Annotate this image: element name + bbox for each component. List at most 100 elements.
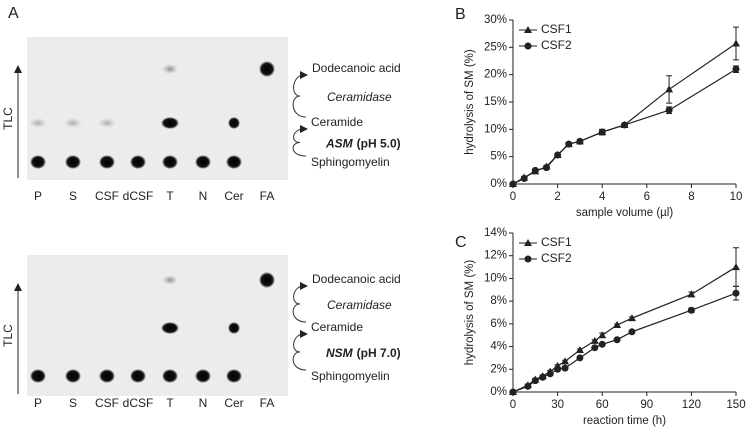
enzyme-label: ASM (pH 5.0): [325, 137, 401, 151]
data-point: [575, 345, 584, 353]
data-point: [524, 382, 532, 390]
axis-label: TLC: [1, 107, 15, 130]
spot: [65, 155, 81, 169]
data-point: [591, 344, 599, 352]
data-point: [732, 263, 740, 271]
data-point: [628, 328, 636, 336]
spot: [161, 322, 179, 334]
data-point: [509, 388, 517, 396]
y-axis-label: hydrolysis of SM (%): [464, 260, 476, 366]
y-tick-label: 20%: [484, 69, 507, 81]
y-tick-label: 10%: [484, 123, 507, 135]
spot: [99, 369, 115, 383]
spot: [259, 61, 275, 77]
lane-label: dCSF: [123, 396, 154, 410]
x-tick-label: 8: [688, 191, 694, 203]
spot: [259, 272, 275, 288]
x-tick-label: 90: [640, 399, 653, 411]
x-tick-label: 6: [644, 191, 650, 203]
spot: [162, 64, 178, 74]
data-point: [554, 151, 562, 159]
data-point: [613, 336, 621, 344]
data-point: [598, 331, 607, 339]
y-tick-label: 25%: [484, 41, 507, 53]
lane-label: S: [69, 396, 77, 410]
x-tick-label: 2: [554, 191, 560, 203]
spot: [162, 155, 178, 169]
x-tick-label: 30: [551, 399, 564, 411]
reaction-arrow: [292, 71, 308, 118]
data-point: [561, 364, 569, 372]
legend-marker: [524, 255, 532, 263]
panel-letter: B: [455, 6, 466, 23]
band-label: Ceramide: [311, 320, 363, 334]
series-line: [512, 266, 737, 393]
spot: [98, 118, 116, 128]
reaction-arrow: [292, 330, 308, 371]
reaction-arrow: [292, 282, 308, 323]
enzyme-label: NSM (pH 7.0): [326, 346, 401, 360]
data-point: [561, 357, 570, 365]
spot: [64, 118, 82, 128]
band-label: Dodecanoic acid: [312, 61, 401, 75]
spot: [162, 369, 178, 383]
data-point: [598, 128, 606, 136]
data-point: [627, 314, 636, 322]
y-tick-label: 0%: [490, 386, 507, 398]
x-tick-label: 60: [596, 399, 609, 411]
x-axis-label: sample volume (µl): [576, 207, 674, 219]
data-point: [613, 320, 622, 328]
x-tick-label: 4: [599, 191, 606, 203]
charts: B 0% 5% 10% 15% 20% 25% 30% 0 2 4 6 8 10 sample volume…: [455, 6, 746, 427]
lane-label: dCSF: [123, 189, 154, 203]
enzyme-name: ASM: [325, 137, 354, 151]
x-tick-label: 150: [726, 399, 745, 411]
enzyme-name: NSM: [326, 346, 354, 360]
lane-label: Cer: [224, 189, 243, 203]
x-tick-label: 120: [682, 399, 701, 411]
legend-marker: [524, 239, 532, 246]
band-label: Sphingomyelin: [311, 369, 390, 383]
y-tick-label: 4%: [490, 341, 507, 353]
data-point: [531, 377, 539, 385]
y-tick-label: 30%: [484, 14, 507, 26]
lane-label: T: [166, 189, 174, 203]
data-point: [576, 354, 584, 362]
data-point: [590, 336, 599, 344]
data-point: [732, 65, 740, 73]
enzyme-condition: (pH 5.0): [357, 137, 401, 151]
spot: [228, 322, 240, 334]
panel-a: A P S CSF dCSF T N Cer FA TLC Dodecanoic acid Cera…: [1, 5, 401, 410]
lane-label: N: [199, 396, 208, 410]
x-tick-label: 10: [730, 191, 743, 203]
band-label: Ceramide: [311, 115, 363, 129]
lane-label: P: [34, 189, 42, 203]
data-point: [621, 121, 628, 129]
x-axis-label: reaction time (h): [583, 415, 666, 427]
spot: [29, 118, 47, 128]
y-axis-label: hydrolysis of SM (%): [464, 49, 476, 155]
data-point: [542, 164, 550, 172]
legend-marker: [524, 26, 532, 33]
x-tick-label: 0: [510, 191, 516, 203]
y-tick-label: 6%: [490, 318, 507, 330]
legend-marker: [524, 42, 532, 50]
data-point: [665, 106, 673, 114]
reaction-arrow: [292, 125, 308, 157]
series-line: [512, 292, 737, 393]
legend-label: CSF2: [541, 251, 572, 265]
data-point: [687, 290, 696, 298]
panel-letter: C: [455, 234, 467, 251]
lane-label: Cer: [224, 396, 243, 410]
x-tick-label: 0: [510, 399, 516, 411]
axis-label: TLC: [1, 324, 15, 347]
lane-label: N: [199, 189, 208, 203]
y-tick-label: 0%: [490, 178, 507, 190]
y-tick-label: 5%: [490, 151, 507, 163]
spot: [195, 369, 211, 383]
spot: [226, 155, 242, 169]
spot: [99, 155, 115, 169]
spot: [228, 117, 240, 129]
spot: [162, 275, 178, 285]
